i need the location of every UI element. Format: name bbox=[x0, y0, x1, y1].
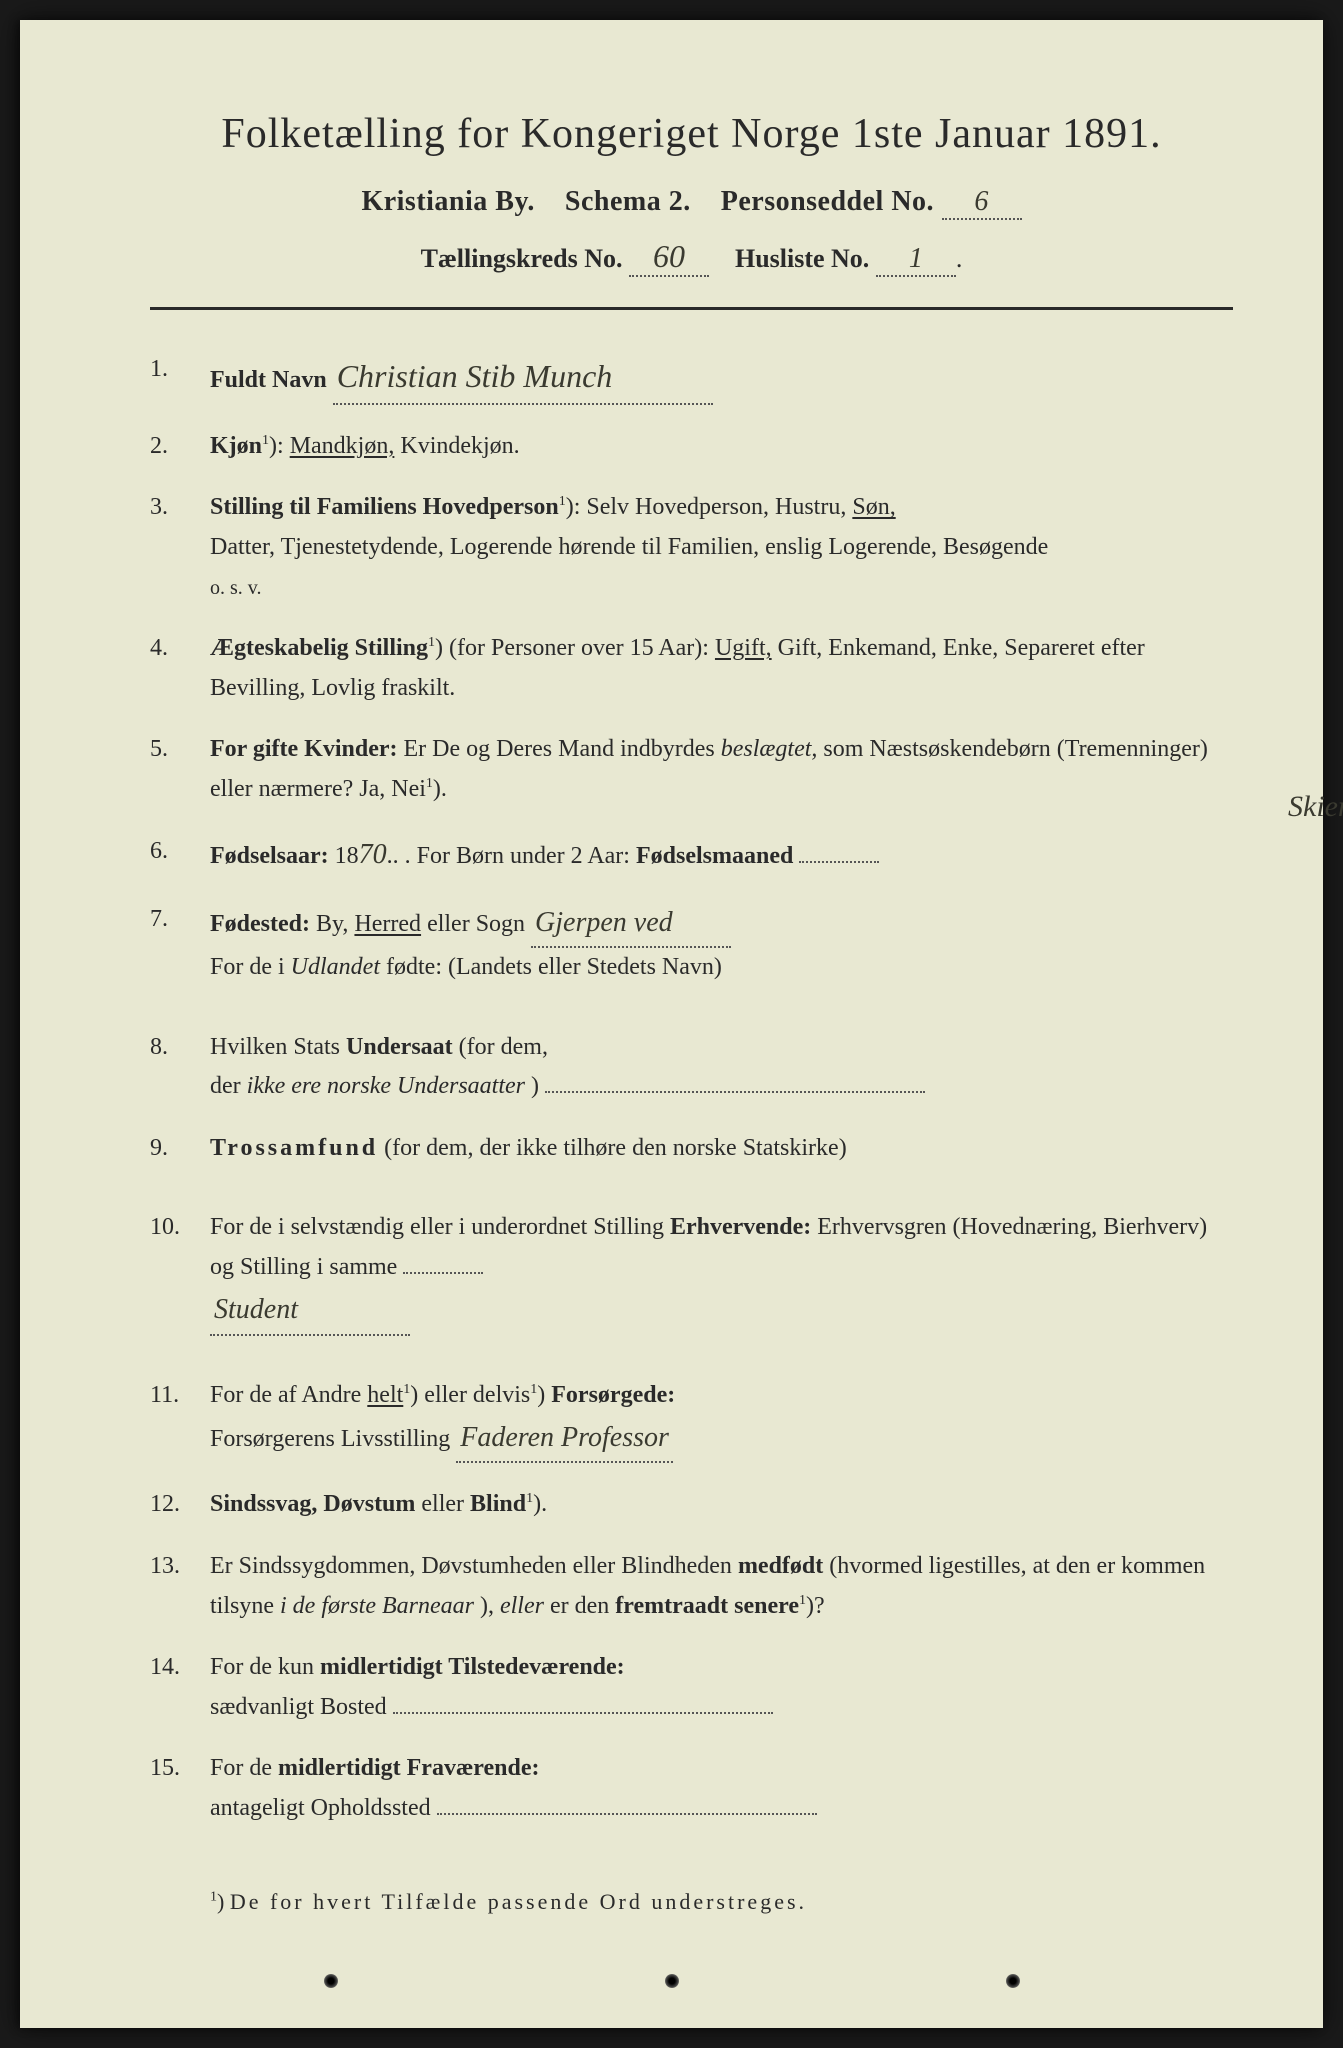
marital-selected: Ugift, bbox=[715, 635, 772, 661]
husliste-label: Husliste No. bbox=[735, 244, 869, 273]
field-9-religion: Trossamfund (for dem, der ikke tilhøre d… bbox=[150, 1129, 1233, 1169]
binding-holes bbox=[20, 1974, 1323, 1988]
field-1-name: Fuldt Navn Christian Stib Munch bbox=[150, 350, 1233, 405]
city-label: Kristiania By. bbox=[361, 186, 534, 217]
subtitle-line: Kristiania By. Schema 2. Personseddel No… bbox=[150, 186, 1233, 220]
birthplace-value: Gjerpen ved bbox=[531, 900, 731, 948]
hole-icon bbox=[324, 1974, 338, 1988]
field-5-married-women: For gifte Kvinder: Er De og Deres Mand i… bbox=[150, 730, 1233, 809]
field-11-provider: For de af Andre helt1) eller delvis1) Fo… bbox=[150, 1376, 1233, 1464]
field-15-temporary-absent: For de midlertidigt Fraværende: antageli… bbox=[150, 1749, 1233, 1828]
schema-label: Schema 2. bbox=[565, 186, 691, 217]
field-12-disability: Sindssvag, Døvstum eller Blind1). bbox=[150, 1485, 1233, 1525]
field-13-congenital: Er Sindssygdommen, Døvstumheden eller Bl… bbox=[150, 1547, 1233, 1626]
field-list: Fuldt Navn Christian Stib Munch Kjøn1): … bbox=[150, 350, 1233, 1829]
field-7-birthplace: Fødested: By, Herred eller Sogn Gjerpen … bbox=[150, 900, 1233, 988]
personseddel-value: 6 bbox=[942, 186, 1022, 220]
margin-handwriting: Skien bbox=[1288, 790, 1343, 824]
field-3-relation: Stilling til Familiens Hovedperson1): Se… bbox=[150, 488, 1233, 607]
divider bbox=[150, 307, 1233, 310]
field-6-birthyear: Fødselsaar: 1870.. . For Børn under 2 Aa… bbox=[150, 832, 1233, 878]
relation-selected: Søn, bbox=[852, 494, 895, 520]
sex-selected: Mandkjøn, bbox=[290, 433, 395, 459]
census-form-page: Folketælling for Kongeriget Norge 1ste J… bbox=[20, 20, 1323, 2028]
sub-subtitle-line: Tællingskreds No. 60 Husliste No. 1 . bbox=[150, 238, 1233, 277]
hole-icon bbox=[665, 1974, 679, 1988]
hole-icon bbox=[1006, 1974, 1020, 1988]
provider-value: Faderen Professor bbox=[456, 1415, 673, 1463]
kreds-value: 60 bbox=[629, 238, 709, 277]
field-2-sex: Kjøn1): Mandkjøn, Kvindekjøn. bbox=[150, 427, 1233, 467]
occupation-value: Student bbox=[210, 1287, 410, 1335]
footnote: 1) De for hvert Tilfælde passende Ord un… bbox=[150, 1889, 1233, 1915]
name-value: Christian Stib Munch bbox=[333, 350, 713, 405]
birthyear-value: 70 bbox=[359, 839, 387, 870]
personseddel-label: Personseddel No. bbox=[721, 186, 934, 217]
husliste-value: 1 bbox=[876, 243, 956, 277]
field-8-citizenship: Hvilken Stats Undersaat (for dem, der ik… bbox=[150, 1028, 1233, 1107]
field-4-marital: Ægteskabelig Stilling1) (for Personer ov… bbox=[150, 629, 1233, 708]
field-10-occupation: For de i selvstændig eller i underordnet… bbox=[150, 1208, 1233, 1335]
kreds-label: Tællingskreds No. bbox=[421, 244, 623, 273]
field-14-temporary-present: For de kun midlertidigt Tilstedeværende:… bbox=[150, 1648, 1233, 1727]
main-title: Folketælling for Kongeriget Norge 1ste J… bbox=[150, 110, 1233, 158]
